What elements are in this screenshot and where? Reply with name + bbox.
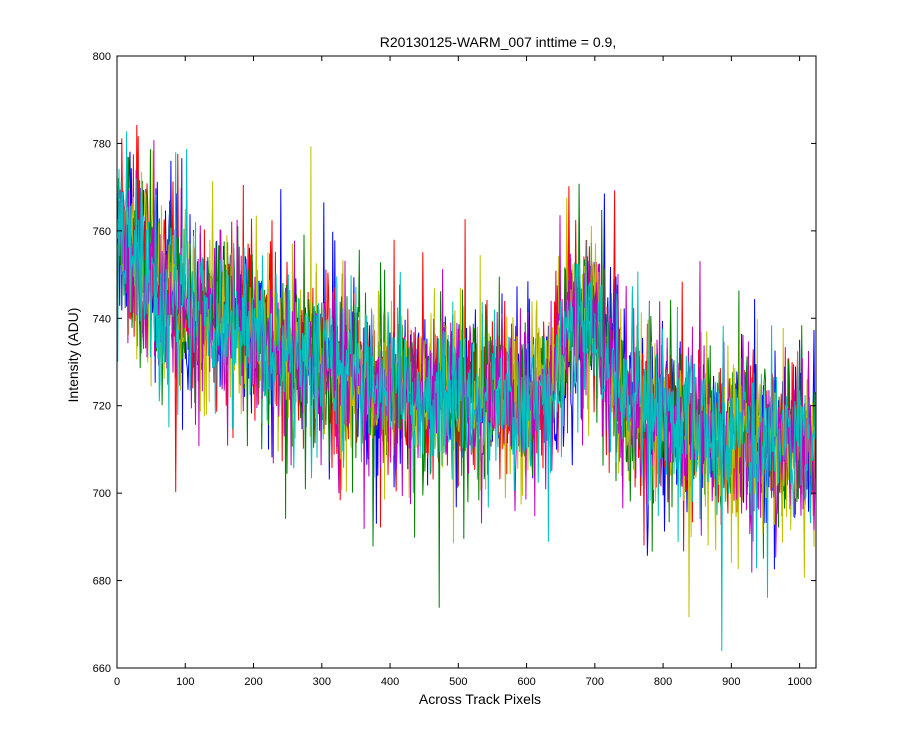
y-tick-label: 760 [93,226,111,238]
x-tick-label: 400 [381,676,399,688]
y-tick-label: 660 [93,663,111,675]
x-axis-label: Across Track Pixels [419,691,541,707]
series-layer [117,124,816,652]
x-tick-label: 300 [313,676,331,688]
y-tick-label: 700 [93,488,111,500]
y-tick-label: 800 [93,51,111,63]
x-tick-label: 100 [176,676,194,688]
y-tick-label: 680 [93,576,111,588]
x-tick-label: 500 [449,676,467,688]
x-tick-label: 600 [517,676,535,688]
chart-title: R20130125-WARM_007 inttime = 0.9, [380,34,616,50]
y-axis-label: Intensity (ADU) [65,308,81,403]
x-tick-label: 0 [114,676,120,688]
x-tick-label: 1000 [787,676,811,688]
x-tick-label: 700 [586,676,604,688]
ticks-layer: 0 100 200 300 400 500 600 700 800 900 1000 660 680 70… [93,51,816,688]
x-tick-label: 200 [244,676,262,688]
plot-frame [116,55,817,669]
series-line-6 [117,131,816,652]
y-tick-label: 720 [93,401,111,413]
x-tick-label: 800 [654,676,672,688]
y-tick-label: 780 [93,138,111,150]
x-tick-label: 900 [722,676,740,688]
y-tick-label: 740 [93,313,111,325]
